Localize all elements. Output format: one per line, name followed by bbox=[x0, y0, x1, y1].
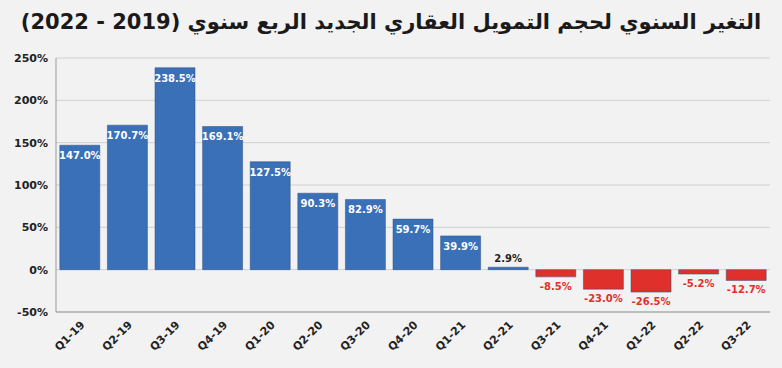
svg-text:Q2-20: Q2-20 bbox=[290, 318, 326, 354]
svg-text:Q3-19: Q3-19 bbox=[147, 318, 182, 353]
html-text:التغير السنوي لحجم التمويل الع: التغير السنوي لحجم التمويل العقاري الجدي… bbox=[20, 10, 762, 34]
svg-text:-50%: -50% bbox=[17, 306, 48, 319]
svg-text:Q2-19: Q2-19 bbox=[100, 318, 135, 353]
svg-text:Q4-21: Q4-21 bbox=[576, 318, 611, 353]
svg-text:Q3-22: Q3-22 bbox=[719, 318, 754, 353]
svg-text:90.3%: 90.3% bbox=[300, 198, 335, 209]
svg-text:Q3-21: Q3-21 bbox=[528, 318, 563, 353]
svg-text:169.1%: 169.1% bbox=[202, 131, 244, 142]
svg-text:150%: 150% bbox=[14, 137, 48, 150]
svg-text:59.7%: 59.7% bbox=[396, 224, 431, 235]
svg-text:-26.5%: -26.5% bbox=[632, 296, 671, 307]
svg-text:Q4-19: Q4-19 bbox=[195, 318, 230, 353]
svg-text:Q2-22: Q2-22 bbox=[671, 318, 706, 353]
svg-text:238.5%: 238.5% bbox=[154, 73, 196, 84]
svg-text:147.0%: 147.0% bbox=[59, 150, 101, 161]
svg-text:39.9%: 39.9% bbox=[443, 241, 478, 252]
svg-text:0%: 0% bbox=[29, 264, 48, 277]
svg-text:200%: 200% bbox=[14, 94, 48, 107]
svg-text:Q1-19: Q1-19 bbox=[52, 318, 87, 353]
svg-text:82.9%: 82.9% bbox=[348, 204, 383, 215]
svg-text:250%: 250% bbox=[14, 52, 48, 65]
svg-text:170.7%: 170.7% bbox=[107, 130, 149, 141]
svg-text:-8.5%: -8.5% bbox=[540, 281, 572, 292]
svg-text:Q1-21: Q1-21 bbox=[433, 318, 468, 353]
svg-text:50%: 50% bbox=[22, 221, 48, 234]
svg-text:Q1-22: Q1-22 bbox=[623, 318, 658, 353]
svg-text:Q3-20: Q3-20 bbox=[338, 318, 374, 354]
svg-text:2.9%: 2.9% bbox=[494, 253, 522, 264]
svg-text:127.5%: 127.5% bbox=[249, 167, 291, 178]
svg-text:-5.2%: -5.2% bbox=[683, 278, 715, 289]
svg-text:Q2-21: Q2-21 bbox=[481, 318, 516, 353]
svg-text:-12.7%: -12.7% bbox=[727, 284, 766, 295]
svg-text:Q4-20: Q4-20 bbox=[385, 318, 421, 354]
svg-text:100%: 100% bbox=[14, 179, 48, 192]
svg-text:Q1-20: Q1-20 bbox=[243, 318, 279, 354]
svg-text:-23.0%: -23.0% bbox=[584, 293, 623, 304]
